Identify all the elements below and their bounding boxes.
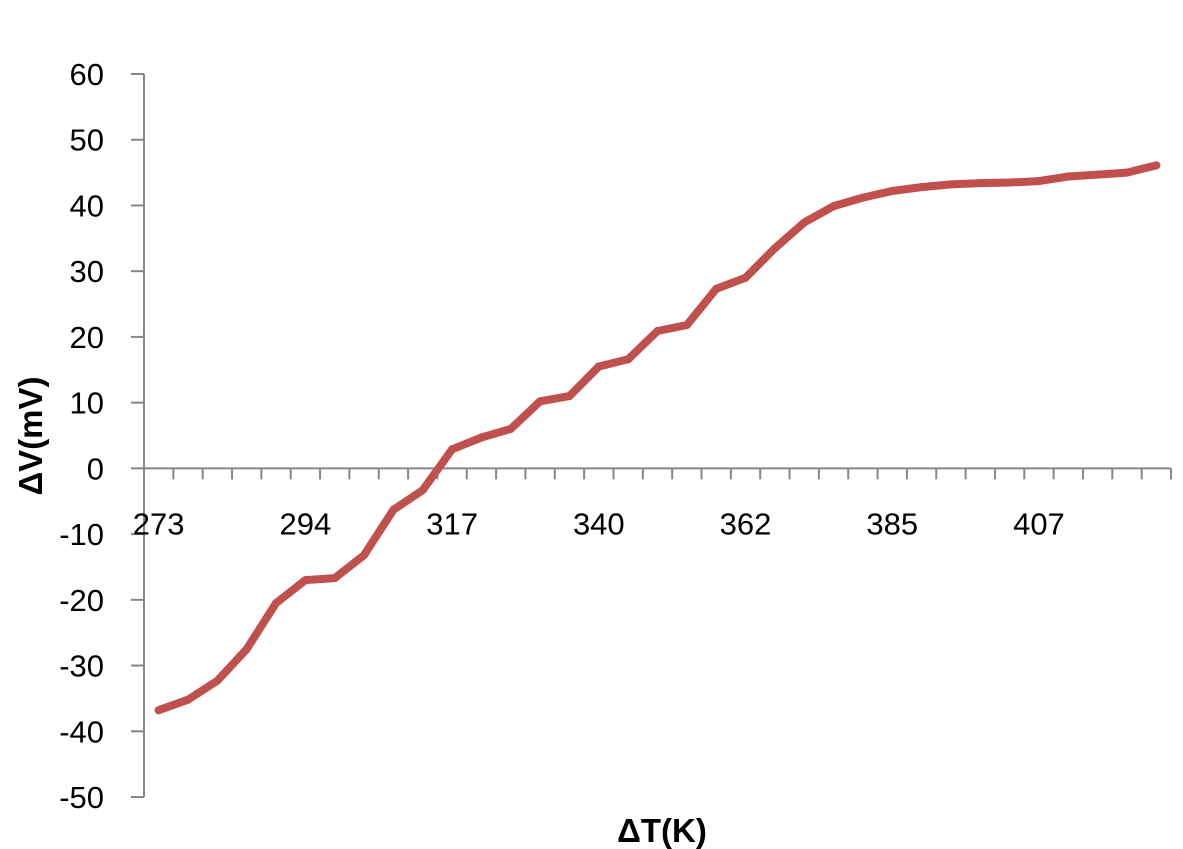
x-tick-label: 340 (573, 506, 625, 541)
data-point (272, 599, 281, 608)
y-tick-label: -10 (59, 517, 104, 552)
data-point (976, 179, 985, 188)
data-point (213, 676, 222, 685)
y-tick-label: 20 (70, 320, 104, 355)
x-tick-label: 385 (866, 506, 918, 541)
data-point (1034, 177, 1043, 186)
data-point (594, 362, 603, 371)
data-point (418, 486, 427, 495)
x-tick-label: 407 (1013, 506, 1065, 541)
y-axis-ticks (131, 73, 144, 798)
data-point (360, 551, 369, 560)
x-axis-title: ΔT(K) (617, 812, 707, 849)
series-layer (154, 161, 1161, 715)
data-point (800, 218, 809, 227)
y-tick-label: 50 (70, 123, 104, 158)
y-axis-tick-labels: -50 -40 -30 -20 -10 0 10 20 30 40 50 60 (59, 57, 104, 815)
x-tick-label: 317 (426, 506, 478, 541)
y-tick-label: 40 (70, 188, 104, 223)
data-point (1064, 172, 1073, 181)
data-point (682, 321, 691, 330)
data-point (770, 244, 779, 253)
data-point (242, 645, 251, 654)
data-point (741, 273, 750, 282)
data-point (1152, 161, 1161, 170)
data-point (917, 183, 926, 192)
data-point (565, 392, 574, 401)
y-tick-label: 60 (70, 57, 104, 92)
y-tick-label: -20 (59, 583, 104, 618)
y-tick-label: 0 (87, 451, 104, 486)
data-point (448, 445, 457, 454)
series-line (154, 161, 1161, 715)
y-tick-label: -30 (59, 649, 104, 684)
data-point (712, 284, 721, 293)
data-point (624, 355, 633, 364)
y-tick-label: -50 (59, 780, 104, 815)
data-point (1005, 178, 1014, 187)
data-point (330, 574, 339, 583)
data-point (184, 695, 193, 704)
data-point (653, 326, 662, 335)
x-tick-label: 273 (133, 506, 185, 541)
y-axis-title: ΔV(mV) (12, 376, 49, 495)
data-point (1093, 170, 1102, 179)
data-point (829, 202, 838, 211)
y-tick-label: 30 (70, 254, 104, 289)
data-point (946, 180, 955, 189)
data-point (858, 193, 867, 202)
x-tick-label: 362 (720, 506, 772, 541)
data-point (536, 397, 545, 406)
y-tick-label: 10 (70, 386, 104, 421)
y-tick-label: -40 (59, 714, 104, 749)
data-point (888, 186, 897, 195)
data-point (477, 433, 486, 442)
data-point (389, 505, 398, 514)
x-axis-tick-labels: 273 294 317 340 362 385 407 (133, 506, 1065, 541)
x-axis-ticks (143, 468, 1172, 480)
data-point (1122, 168, 1131, 177)
data-point (154, 706, 163, 715)
data-point (301, 576, 310, 585)
data-point (506, 424, 515, 433)
x-tick-label: 294 (280, 506, 332, 541)
